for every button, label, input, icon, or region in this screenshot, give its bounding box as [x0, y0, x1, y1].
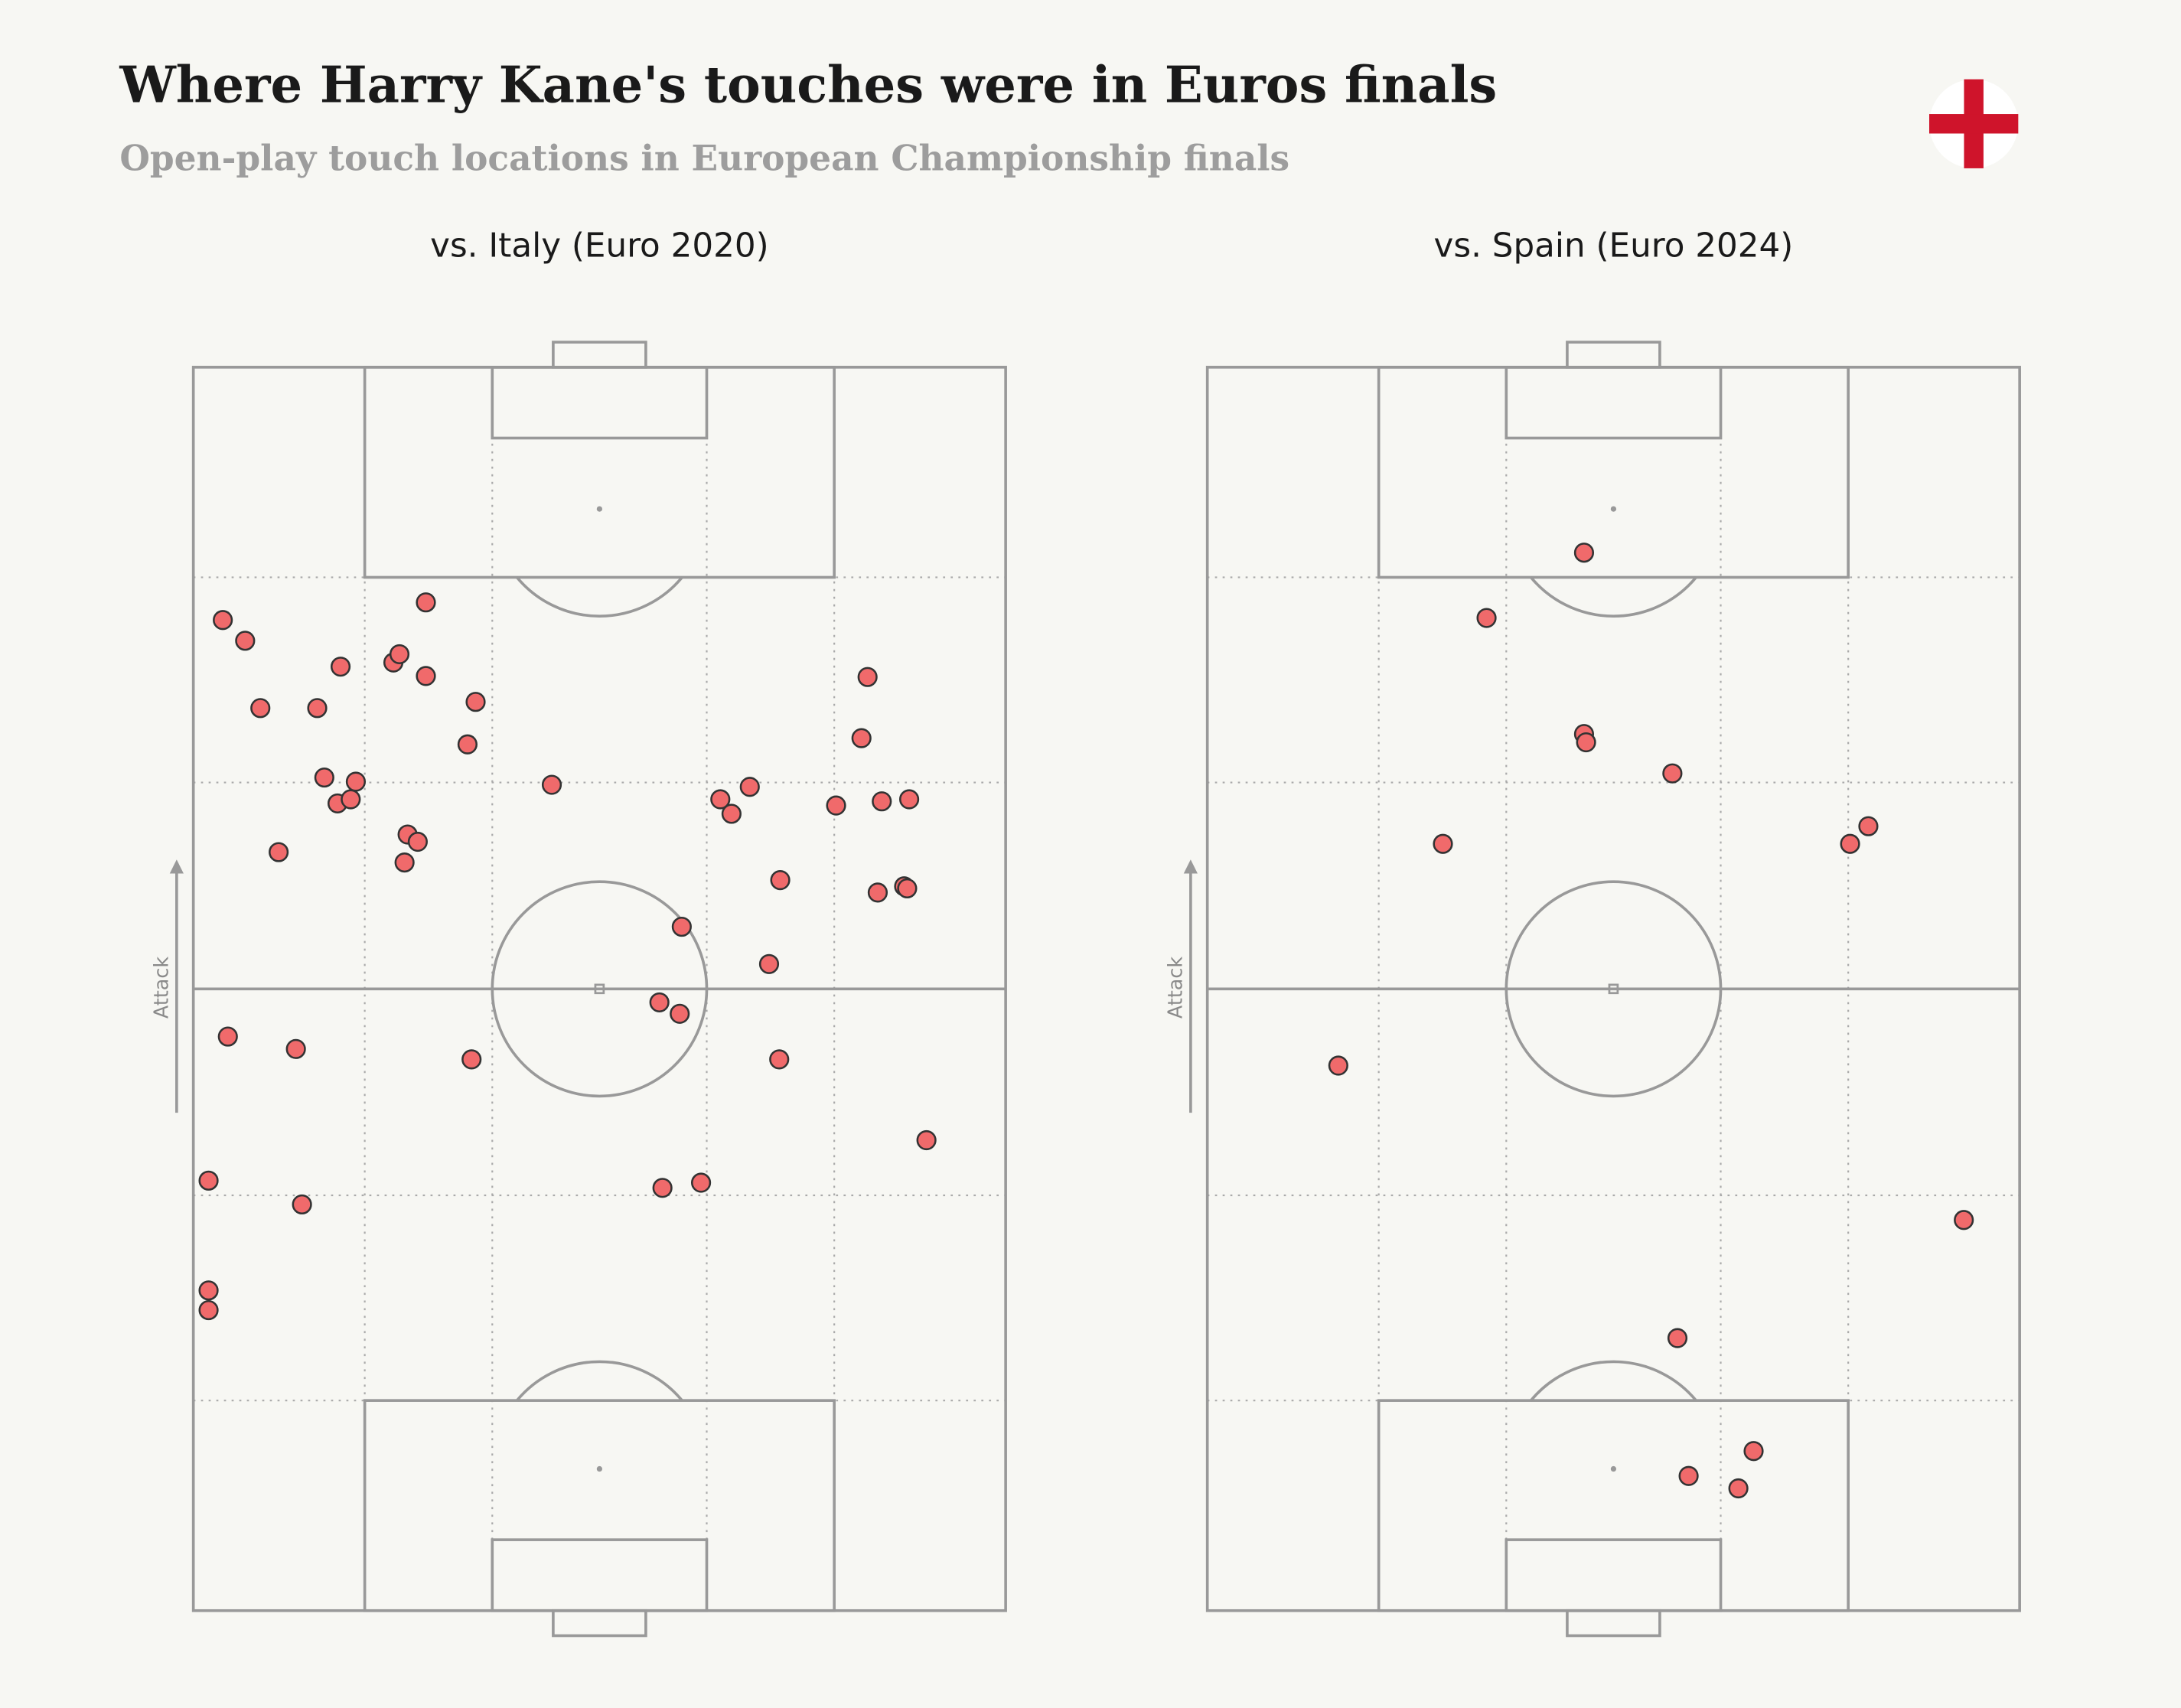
penalty-box	[1377, 1399, 1850, 1612]
touch-point	[652, 1178, 673, 1198]
touch-point	[758, 953, 780, 974]
touch-point	[857, 667, 878, 687]
goal	[1566, 341, 1661, 369]
touch-point	[217, 1026, 238, 1047]
chart-title: vs. Spain (Euro 2024)	[1434, 227, 1794, 266]
touch-point	[1576, 732, 1596, 753]
touch-point	[416, 666, 436, 686]
touch-point	[465, 692, 486, 712]
penalty-spot	[596, 1465, 603, 1472]
touch-point	[1858, 816, 1879, 836]
touch-point	[769, 1049, 790, 1070]
page-title: Where Harry Kane's touches were in Euros…	[119, 56, 1497, 114]
six-yard-box	[1505, 1538, 1723, 1612]
attack-arrowhead	[1183, 859, 1198, 874]
touch-point	[690, 1172, 712, 1193]
touch-point	[1328, 1055, 1348, 1076]
touch-point	[770, 870, 791, 891]
touch-point	[457, 734, 478, 755]
touch-point	[198, 1170, 219, 1191]
touch-point	[710, 789, 731, 810]
touch-point	[826, 795, 846, 816]
penalty-spot	[1610, 506, 1617, 512]
centre-circle	[1505, 880, 1723, 1098]
touch-point	[541, 774, 562, 795]
attack-arrowhead	[169, 859, 184, 874]
touch-point	[872, 791, 892, 812]
touch-point	[198, 1280, 219, 1301]
touch-point	[1573, 543, 1595, 563]
penalty-box	[1377, 366, 1850, 579]
touch-point	[851, 728, 872, 748]
pitch-chart: vs. Spain (Euro 2024) Attack	[1164, 227, 2021, 1638]
centre-spot	[1608, 983, 1619, 995]
centre-circle	[491, 880, 709, 1098]
pitch-chart: vs. Italy (Euro 2020) Attack	[150, 227, 1007, 1638]
touch-point	[416, 592, 436, 613]
page-subtitle: Open-play touch locations in European Ch…	[119, 137, 1289, 178]
england-flag	[1929, 79, 2019, 168]
attack-label: Attack	[1164, 957, 1187, 1019]
centre-spot	[594, 983, 605, 995]
penalty-spot	[596, 506, 603, 512]
touch-point	[1433, 833, 1453, 854]
penalty-arc	[1530, 1360, 1697, 1402]
touch-point	[1840, 833, 1860, 854]
touch-point	[292, 1194, 312, 1215]
penalty-box	[363, 1399, 836, 1612]
touch-point	[670, 1003, 690, 1024]
touch-point	[898, 789, 920, 810]
touch-point	[1476, 608, 1497, 628]
touch-point	[1662, 763, 1683, 784]
penalty-box	[363, 366, 836, 579]
touch-point	[1667, 1328, 1688, 1348]
goal	[552, 1609, 647, 1638]
touch-point	[739, 777, 760, 797]
penalty-arc	[1530, 576, 1697, 618]
attack-label: Attack	[150, 957, 173, 1019]
touch-point	[389, 644, 410, 665]
six-yard-box	[491, 1538, 709, 1612]
touch-point	[897, 878, 918, 899]
touch-point	[867, 882, 888, 903]
touch-point	[330, 657, 351, 677]
touch-point	[345, 771, 367, 792]
goal	[1566, 1609, 1661, 1638]
penalty-arc	[516, 576, 683, 618]
touch-point	[235, 631, 256, 651]
goal	[552, 341, 647, 369]
touch-point	[1728, 1478, 1749, 1499]
touch-point	[198, 1299, 219, 1321]
touch-point	[649, 992, 670, 1012]
touch-point	[213, 610, 233, 631]
touch-point	[671, 916, 692, 937]
touch-point	[314, 767, 334, 788]
touch-point	[341, 789, 361, 810]
penalty-arc	[516, 1360, 683, 1402]
touch-point	[1678, 1465, 1699, 1486]
touch-point	[394, 852, 415, 873]
touch-point	[307, 698, 328, 719]
touch-point	[916, 1129, 937, 1151]
touch-point	[407, 831, 428, 852]
touch-point	[1743, 1441, 1764, 1462]
six-yard-box	[491, 366, 709, 440]
touch-point	[285, 1038, 306, 1059]
touch-point	[1954, 1210, 1974, 1230]
touch-point	[721, 803, 742, 824]
chart-title: vs. Italy (Euro 2020)	[430, 227, 768, 266]
touch-point	[250, 698, 271, 719]
touch-point	[269, 842, 289, 862]
penalty-spot	[1610, 1465, 1617, 1472]
six-yard-box	[1505, 366, 1723, 440]
touch-point	[461, 1049, 482, 1070]
